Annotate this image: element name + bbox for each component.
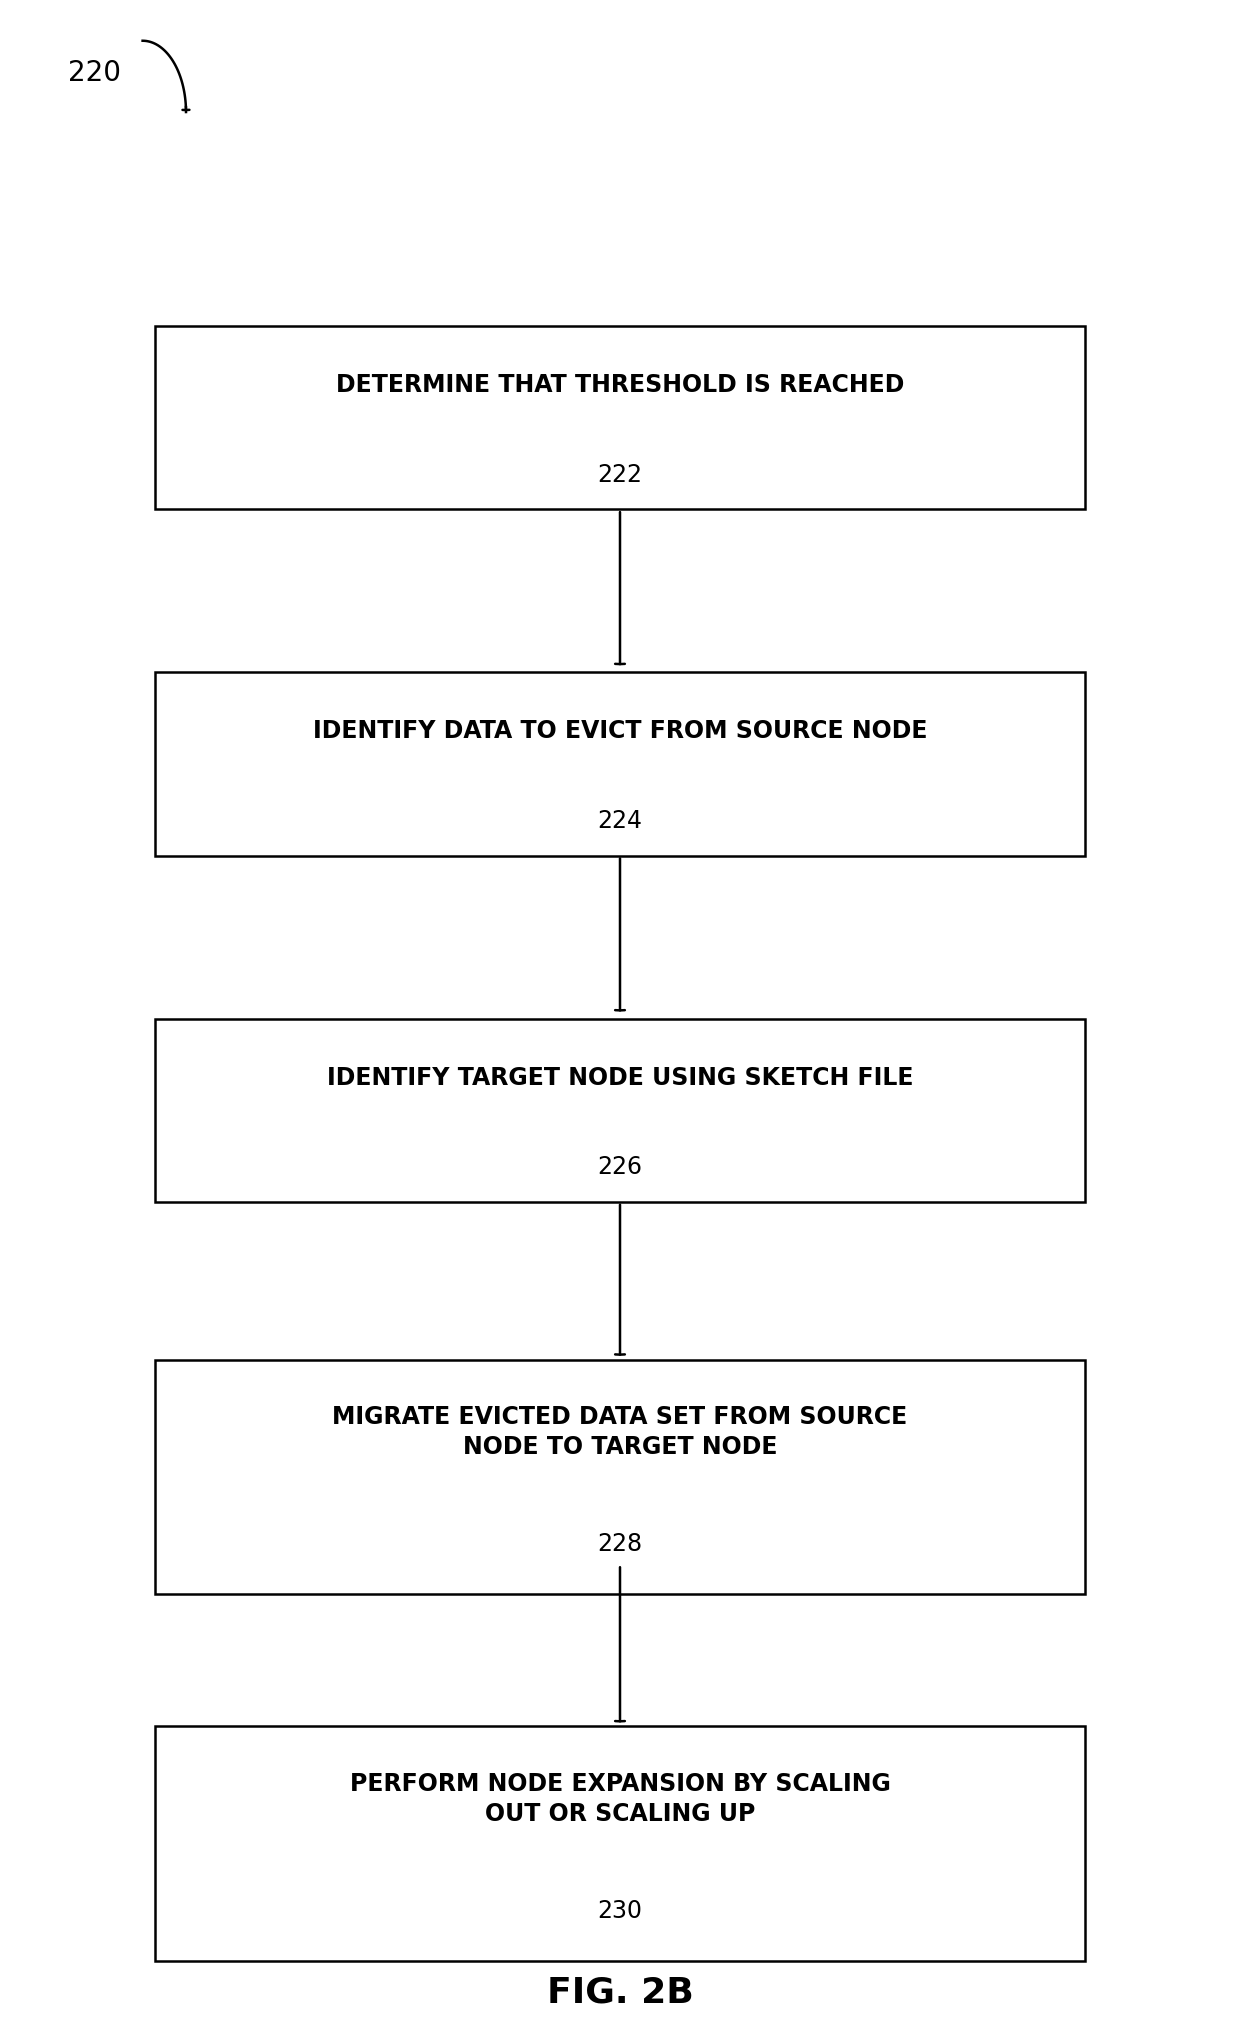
- Text: 230: 230: [598, 1898, 642, 1923]
- Text: 222: 222: [598, 462, 642, 487]
- Text: 228: 228: [598, 1532, 642, 1556]
- FancyBboxPatch shape: [155, 1361, 1085, 1593]
- Text: 220: 220: [68, 59, 122, 88]
- Text: 226: 226: [598, 1155, 642, 1179]
- Text: FIG. 2B: FIG. 2B: [547, 1976, 693, 2008]
- Text: MIGRATE EVICTED DATA SET FROM SOURCE
NODE TO TARGET NODE: MIGRATE EVICTED DATA SET FROM SOURCE NOD…: [332, 1406, 908, 1458]
- Text: 224: 224: [598, 809, 642, 833]
- FancyBboxPatch shape: [155, 1018, 1085, 1202]
- FancyBboxPatch shape: [155, 1727, 1085, 1960]
- Text: IDENTIFY DATA TO EVICT FROM SOURCE NODE: IDENTIFY DATA TO EVICT FROM SOURCE NODE: [312, 719, 928, 744]
- Text: IDENTIFY TARGET NODE USING SKETCH FILE: IDENTIFY TARGET NODE USING SKETCH FILE: [327, 1065, 913, 1090]
- FancyBboxPatch shape: [155, 672, 1085, 856]
- FancyBboxPatch shape: [155, 326, 1085, 509]
- Text: PERFORM NODE EXPANSION BY SCALING
OUT OR SCALING UP: PERFORM NODE EXPANSION BY SCALING OUT OR…: [350, 1772, 890, 1825]
- Text: DETERMINE THAT THRESHOLD IS REACHED: DETERMINE THAT THRESHOLD IS REACHED: [336, 373, 904, 397]
